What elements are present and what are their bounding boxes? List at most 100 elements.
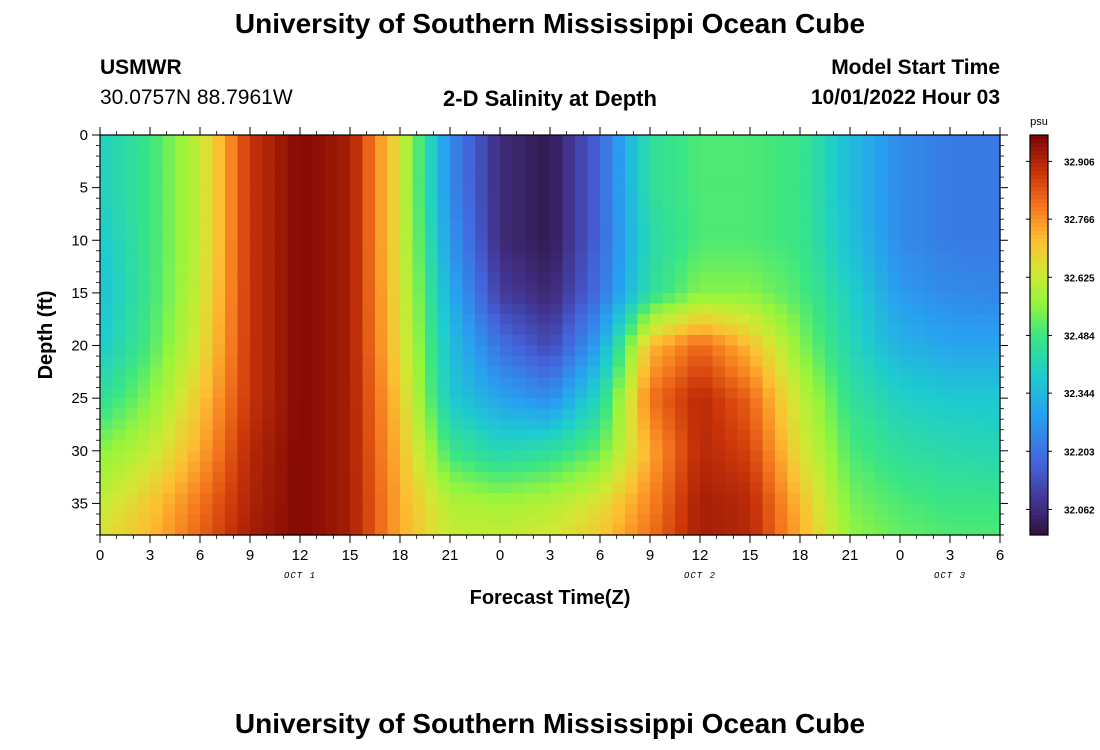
heatmap-cell <box>625 250 639 262</box>
heatmap-cell <box>600 408 614 420</box>
heatmap-cell <box>437 450 451 462</box>
heatmap-cell <box>812 282 826 294</box>
heatmap-cell <box>450 145 464 157</box>
colorbar-segment <box>1030 359 1048 364</box>
heatmap-cell <box>487 198 501 210</box>
heatmap-cell <box>400 503 414 515</box>
heatmap-cell <box>912 450 926 462</box>
heatmap-cell <box>775 398 789 410</box>
heatmap-cell <box>237 513 251 526</box>
heatmap-cell <box>650 240 664 252</box>
heatmap-cell <box>412 177 426 189</box>
heatmap-cell <box>375 156 389 168</box>
heatmap-cell <box>250 261 264 273</box>
heatmap-cell <box>787 292 801 305</box>
heatmap-cell <box>150 156 164 168</box>
heatmap-cell <box>237 271 251 283</box>
heatmap-cell <box>337 250 351 262</box>
heatmap-cell <box>312 292 326 305</box>
heatmap-cell <box>200 387 214 399</box>
heatmap-cell <box>987 271 1001 283</box>
heatmap-cell <box>462 250 476 262</box>
colorbar-segment <box>1030 307 1048 312</box>
heatmap-cell <box>862 408 876 420</box>
heatmap-cell <box>612 145 626 157</box>
heatmap-cell <box>225 482 239 494</box>
heatmap-cell <box>125 398 139 410</box>
heatmap-cell <box>387 261 401 273</box>
heatmap-cell <box>862 492 876 505</box>
heatmap-cell <box>525 271 539 283</box>
heatmap-cell <box>575 471 589 483</box>
heatmap-cell <box>950 135 964 147</box>
heatmap-cell <box>787 366 801 378</box>
heatmap-cell <box>150 261 164 273</box>
heatmap-cell <box>850 271 864 283</box>
heatmap-cell <box>200 313 214 326</box>
heatmap-cell <box>462 492 476 505</box>
heatmap-cell <box>862 398 876 410</box>
heatmap-cell <box>937 503 951 515</box>
heatmap-cell <box>100 398 114 410</box>
heatmap-cell <box>487 429 501 441</box>
heatmap-cell <box>262 282 276 294</box>
heatmap-cell <box>837 229 851 241</box>
heatmap-cell <box>975 324 989 336</box>
heatmap-cell <box>400 187 414 199</box>
heatmap-cell <box>487 166 501 178</box>
heatmap-cell <box>425 282 439 294</box>
heatmap-cell <box>712 229 726 241</box>
heatmap-cell <box>512 261 526 273</box>
heatmap-cell <box>612 398 626 410</box>
heatmap-cell <box>825 324 839 336</box>
heatmap-cell <box>550 482 564 494</box>
heatmap-cell <box>387 387 401 399</box>
heatmap-cell <box>312 419 326 431</box>
colorbar-segment <box>1030 451 1048 456</box>
heatmap-cell <box>175 356 189 368</box>
colorbar-segment <box>1030 215 1048 220</box>
heatmap-cell <box>375 282 389 294</box>
heatmap-cell <box>500 513 514 526</box>
colorbar-segment <box>1030 231 1048 236</box>
heatmap-cell <box>287 271 301 283</box>
heatmap-cell <box>562 187 576 199</box>
heatmap-cell <box>162 450 176 462</box>
heatmap-cell <box>412 461 426 473</box>
heatmap-cell <box>425 482 439 494</box>
heatmap-cell <box>187 292 201 305</box>
heatmap-cell <box>800 219 814 231</box>
heatmap-cell <box>537 156 551 168</box>
heatmap-cell <box>887 282 901 294</box>
heatmap-cell <box>525 429 539 441</box>
heatmap-cell <box>225 177 239 189</box>
heatmap-cell <box>912 335 926 347</box>
heatmap-cell <box>125 187 139 199</box>
heatmap-cell <box>962 135 976 147</box>
heatmap-cell <box>637 324 651 336</box>
heatmap-cell <box>137 240 151 252</box>
heatmap-cell <box>487 156 501 168</box>
heatmap-cell <box>962 356 976 368</box>
heatmap-cell <box>950 461 964 473</box>
heatmap-cell <box>537 303 551 315</box>
heatmap-cell <box>287 387 301 399</box>
heatmap-cell <box>712 492 726 505</box>
heatmap-cell <box>550 324 564 336</box>
heatmap-cell <box>262 419 276 431</box>
heatmap-cell <box>987 387 1001 399</box>
heatmap-cell <box>387 440 401 452</box>
heatmap-cell <box>700 166 714 178</box>
heatmap-cell <box>600 356 614 368</box>
heatmap-cell <box>525 398 539 410</box>
heatmap-cell <box>487 503 501 515</box>
heatmap-cell <box>800 135 814 147</box>
heatmap-cell <box>225 513 239 526</box>
heatmap-cell <box>737 145 751 157</box>
heatmap-cell <box>462 229 476 241</box>
heatmap-cell <box>300 366 314 378</box>
heatmap-cell <box>937 282 951 294</box>
heatmap-cell <box>375 335 389 347</box>
colorbar-segment <box>1030 447 1048 452</box>
heatmap-cell <box>962 271 976 283</box>
